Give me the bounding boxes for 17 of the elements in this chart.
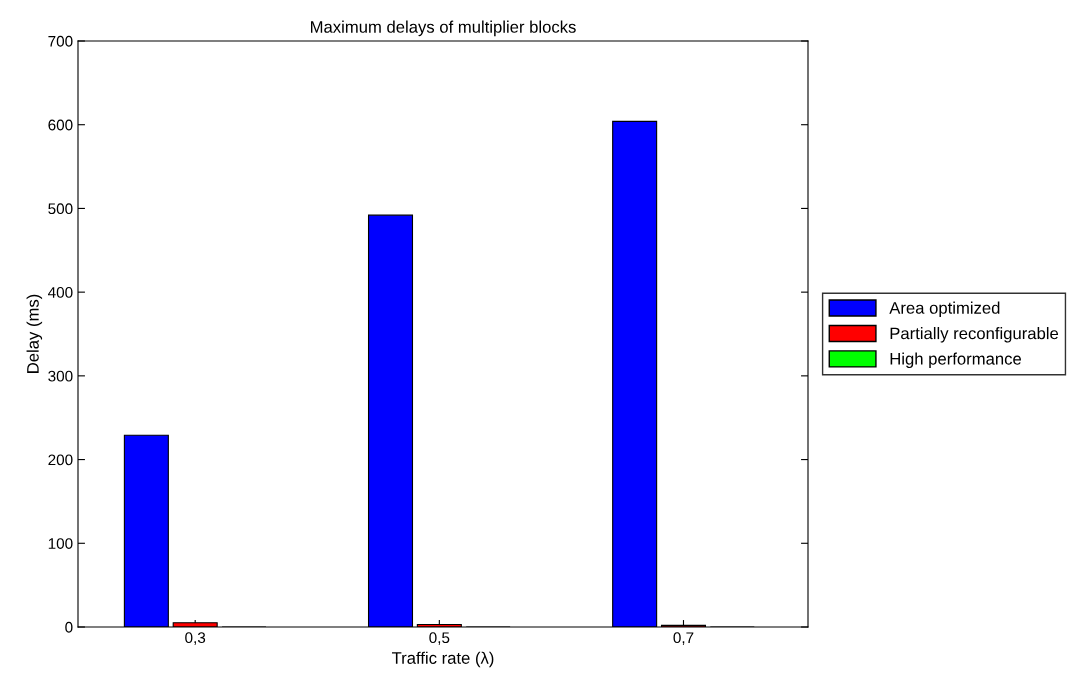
chart-title: Maximum delays of multiplier blocks	[311, 20, 576, 37]
legend-label: High performance	[890, 352, 1021, 369]
y-tick-label: 400	[48, 287, 73, 298]
x-tick-label: 0,5	[429, 632, 450, 645]
y-tick-label: 100	[48, 538, 73, 549]
x-axis-title: Traffic rate (λ)	[391, 651, 494, 668]
y-tick-label: 600	[48, 119, 73, 131]
y-tick-label: 0	[65, 621, 73, 633]
legend-label: Area optimized	[889, 301, 1000, 318]
x-tick-label: 0,7	[673, 632, 694, 645]
y-tick-label: 700	[48, 35, 73, 47]
y-tick-label: 300	[48, 370, 73, 382]
y-tick-label: 200	[48, 454, 73, 466]
y-axis-title: Delay (ms)	[26, 294, 43, 373]
y-tick-label: 500	[48, 203, 73, 215]
x-tick-label: 0,3	[185, 632, 206, 645]
legend-label: Partially reconfigurable	[890, 327, 1059, 343]
